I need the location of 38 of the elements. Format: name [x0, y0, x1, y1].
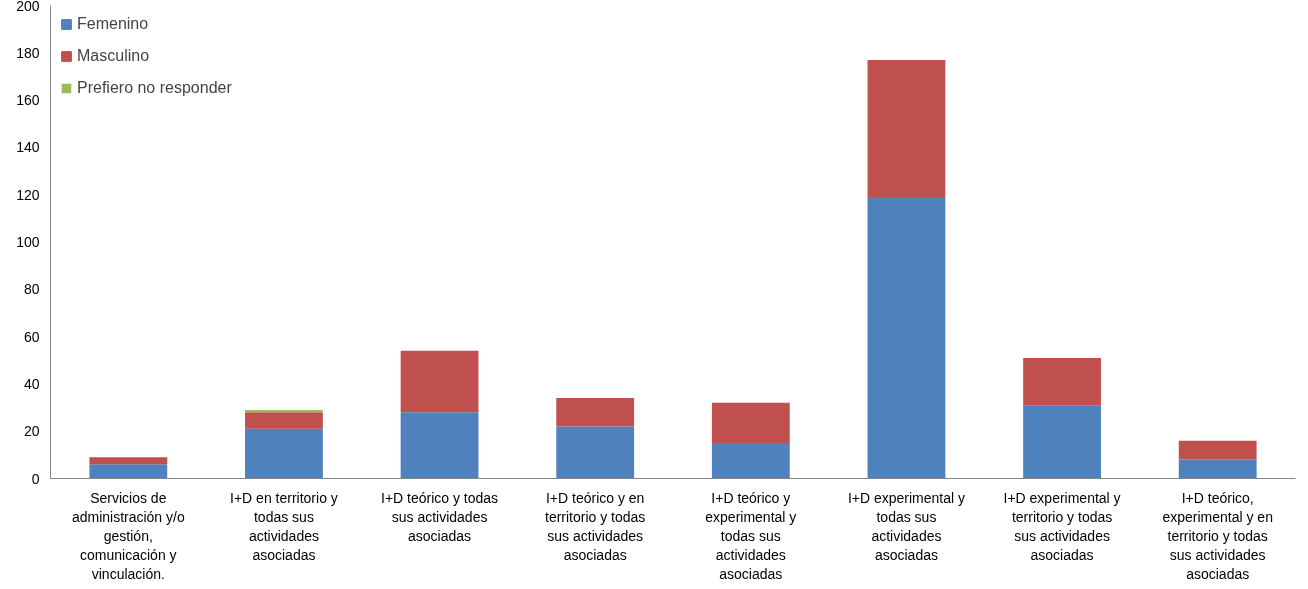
y-tick-label: 40 — [23, 375, 40, 392]
bar — [711, 402, 790, 444]
y-tick-label: 100 — [16, 234, 40, 250]
y-tick-label: 80 — [23, 281, 40, 298]
y-tick-label: 180 — [16, 44, 40, 61]
y-tick-label: 0 — [31, 470, 40, 487]
bar — [400, 412, 479, 479]
bar — [89, 457, 168, 465]
bar — [556, 398, 635, 427]
bar — [1023, 357, 1101, 406]
x-tick-label: I+D teórico, experimental y en territorio y todas sus actividades asociadas — [1162, 489, 1273, 583]
legend-label: Prefiero no responder — [77, 79, 232, 97]
bar — [711, 443, 790, 479]
legend-label: Masculino — [77, 47, 150, 65]
y-tick-label: 20 — [23, 423, 40, 440]
x-tick-label: Servicios de administración y/o gestión, comunicación y vinculación. — [71, 489, 185, 583]
x-tick-label: I+D experimental y todas sus actividades asociadas — [847, 489, 965, 564]
bar — [867, 197, 946, 479]
bar — [245, 412, 323, 429]
y-tick-label: 200 — [16, 0, 40, 14]
y-tick-label: 140 — [16, 139, 40, 156]
x-tick-label: I+D teórico y en territorio y todas sus actividades asociadas — [545, 489, 646, 564]
bar — [1178, 440, 1257, 460]
legend-label: Femenino — [77, 15, 149, 33]
x-tick-label: I+D experimental y territorio y todas sus actividades asociadas — [1003, 489, 1121, 564]
bar — [245, 428, 323, 479]
x-tick-label: I+D teórico y todas sus actividades asociadas — [381, 489, 499, 544]
bar — [1023, 405, 1101, 479]
bar — [400, 350, 479, 413]
bar — [867, 59, 946, 198]
bar — [89, 464, 168, 479]
bar — [556, 426, 635, 479]
x-tick-label: I+D teórico y experimental y todas sus actividades asociadas — [705, 489, 797, 583]
x-tick-label: I+D en territorio y todas sus actividades asociadas — [230, 489, 338, 564]
y-tick-label: 160 — [16, 92, 40, 109]
y-tick-label: 60 — [23, 328, 40, 345]
bar — [1178, 459, 1257, 479]
y-tick-label: 120 — [16, 186, 40, 203]
